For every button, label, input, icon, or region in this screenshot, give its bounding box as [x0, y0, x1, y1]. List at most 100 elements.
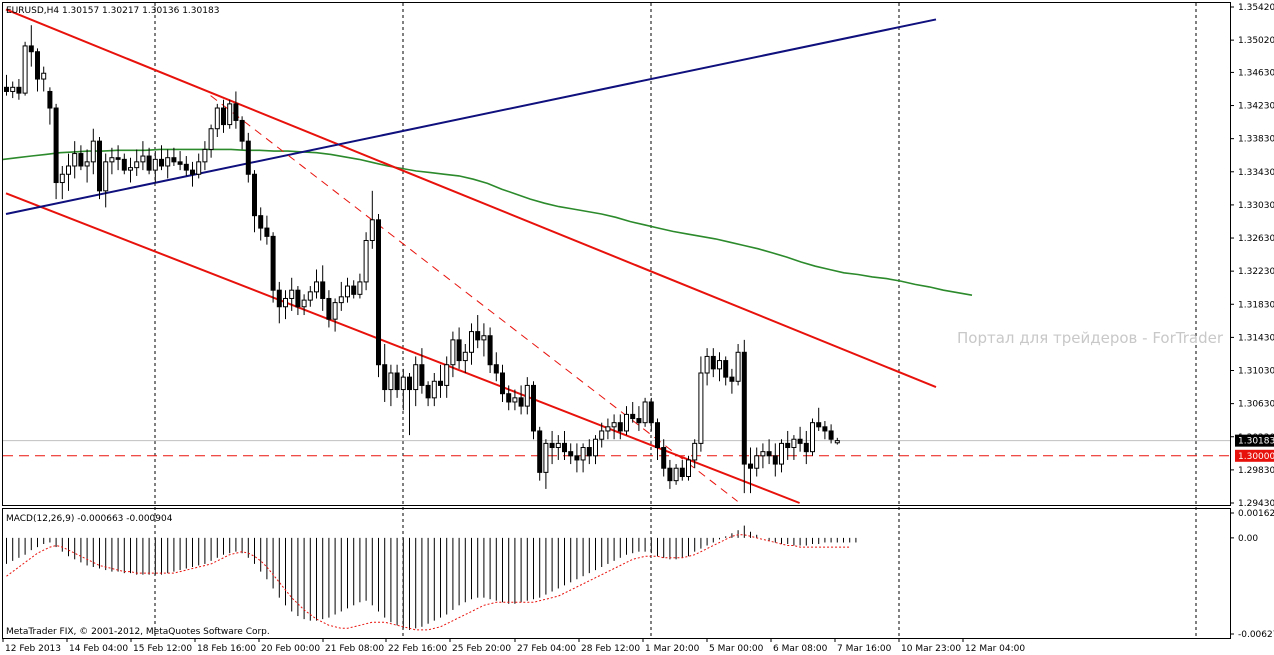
bear-candle-body — [537, 430, 543, 473]
bear-candle-body — [797, 438, 803, 444]
candle — [394, 364, 400, 398]
bull-candle-body — [103, 161, 109, 192]
candle — [258, 207, 264, 241]
candle — [227, 99, 233, 129]
bear-candle-body — [487, 335, 493, 366]
candle — [667, 459, 673, 489]
bull-candle-body — [810, 422, 815, 453]
level-price-badge — [1235, 449, 1274, 462]
bear-candle-body — [78, 153, 84, 167]
bull-candle-body — [469, 331, 474, 353]
candle — [264, 215, 270, 245]
bear-candle-body — [351, 285, 357, 295]
time-tick-label: 7 Mar 16:00 — [837, 644, 892, 654]
bull-candle-body — [555, 442, 561, 449]
time-tick-label: 28 Feb 12:00 — [581, 644, 640, 654]
candle — [382, 344, 388, 402]
candle — [289, 277, 295, 311]
candle — [797, 426, 803, 452]
candle — [196, 153, 202, 179]
candle — [803, 430, 809, 465]
bear-candle-body — [407, 376, 412, 391]
bear-candle-body — [574, 455, 580, 461]
candle — [543, 439, 549, 489]
candle — [648, 397, 654, 431]
bear-candle-body — [245, 140, 251, 175]
macd-indicator — [6, 525, 857, 631]
bull-candle-body — [196, 161, 202, 175]
price-tick-label: 1.34230 — [1238, 102, 1274, 112]
bull-candle-body — [400, 376, 406, 391]
candle — [698, 356, 704, 452]
candle — [208, 124, 214, 158]
candle — [456, 327, 462, 369]
candle — [233, 91, 239, 129]
uptrend-line — [5, 18, 937, 215]
bear-candle-body — [320, 281, 326, 299]
candle — [301, 294, 307, 316]
bear-candle-body — [121, 158, 127, 171]
bull-candle-body — [134, 161, 140, 169]
candle — [66, 153, 71, 191]
bear-candle-body — [376, 219, 381, 366]
bear-candle-body — [456, 339, 462, 362]
time-tick-label: 15 Feb 12:00 — [133, 644, 192, 654]
bull-candle-body — [202, 148, 208, 163]
bull-candle-body — [307, 291, 313, 301]
candle — [593, 435, 598, 465]
bull-candle-body — [760, 451, 766, 457]
time-axis: 12 Feb 2013 14 Feb 04:00 15 Feb 12:00 18 Fe… — [2, 638, 1025, 654]
candle — [481, 323, 487, 357]
candle — [524, 377, 530, 415]
candle — [128, 157, 133, 183]
candle — [506, 385, 512, 411]
candle — [53, 103, 59, 200]
upper-channel-line — [5, 8, 937, 388]
candle — [568, 443, 574, 465]
candle — [59, 165, 65, 200]
candle — [47, 87, 53, 125]
bull-candle-body — [462, 351, 468, 362]
candle — [679, 459, 685, 481]
bull-candle-body — [754, 455, 760, 469]
bear-candle-body — [438, 380, 443, 386]
candle — [636, 406, 642, 431]
candle — [487, 327, 493, 373]
candle — [413, 356, 419, 407]
time-tick-label: 1 Mar 20:00 — [645, 644, 700, 654]
bull-candle-body — [369, 219, 375, 242]
candle — [351, 280, 357, 299]
moving-average-line — [2, 148, 973, 296]
candle — [717, 352, 722, 382]
bull-candle-body — [413, 364, 419, 391]
bear-candle-body — [518, 397, 524, 407]
bear-candle-body — [748, 463, 753, 469]
bull-candle-body — [686, 459, 691, 478]
price-tick-label: 1.34630 — [1238, 68, 1274, 78]
bear-candle-body — [741, 351, 747, 465]
bull-candle-body — [673, 467, 679, 482]
candle — [586, 439, 592, 465]
bear-candle-body — [785, 442, 791, 449]
bull-candle-body — [357, 281, 363, 295]
price-tick-label: 1.32230 — [1238, 267, 1274, 277]
candle — [276, 281, 282, 324]
candle — [710, 348, 716, 378]
candle — [741, 339, 747, 494]
bear-candle-body — [382, 364, 388, 391]
bear-candle-body — [562, 442, 567, 453]
bear-candle-body — [568, 451, 574, 457]
candle — [202, 141, 208, 171]
macd-signal-line — [6, 534, 850, 631]
bull-candle-body — [388, 372, 394, 391]
candle — [270, 232, 276, 303]
current-price-badge — [1235, 434, 1274, 447]
candle — [283, 290, 288, 320]
bull-candle-body — [605, 426, 611, 432]
time-tick-label: 20 Feb 00:00 — [261, 644, 320, 654]
candle — [252, 170, 257, 233]
candle — [103, 153, 109, 208]
bear-candle-body — [326, 297, 332, 320]
bear-candle-body — [35, 51, 40, 80]
level-price-label: 1.30000 — [1238, 452, 1274, 462]
